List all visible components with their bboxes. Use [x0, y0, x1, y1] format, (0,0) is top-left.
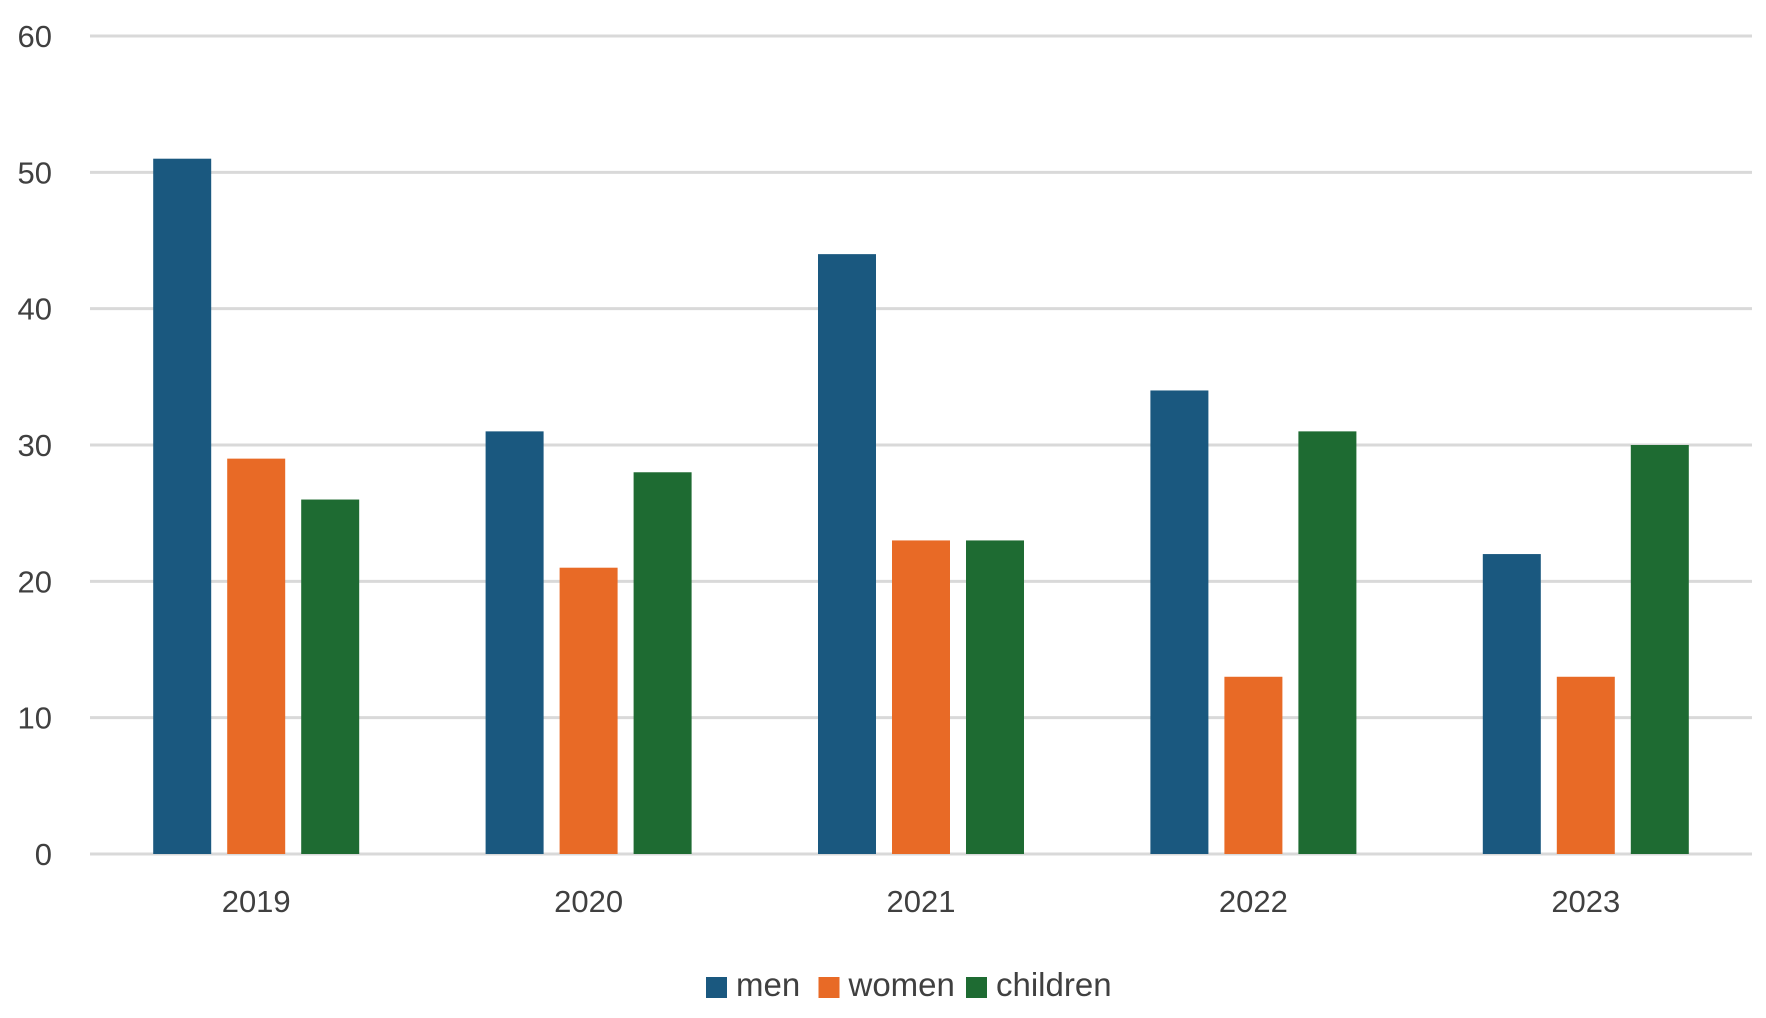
legend-swatch-children: [966, 977, 987, 998]
y-tick-label: 60: [18, 19, 52, 54]
y-tick-label: 50: [18, 155, 52, 190]
legend-swatch-men: [706, 977, 727, 998]
bar-children-2022: [1298, 431, 1357, 854]
y-tick-label: 0: [35, 837, 52, 872]
bar-men-2019: [153, 158, 212, 854]
x-tick-label: 2020: [554, 884, 623, 919]
bars: [153, 158, 1689, 855]
legend-label-women: women: [848, 966, 955, 1003]
bar-women-2023: [1556, 676, 1615, 854]
bar-women-2020: [559, 567, 618, 854]
y-tick-label: 30: [18, 428, 52, 463]
legend-label-children: children: [996, 966, 1112, 1003]
x-tick-label: 2019: [222, 884, 291, 919]
y-axis-ticks: 0 10 20 30 40 50 60: [18, 19, 52, 872]
bar-women-2022: [1224, 676, 1283, 854]
bar-children-2021: [966, 540, 1024, 854]
x-tick-label: 2021: [887, 884, 956, 919]
bar-men-2021: [818, 254, 876, 855]
bar-children-2019: [301, 499, 360, 854]
legend-swatch-women: [818, 977, 840, 998]
y-tick-label: 10: [18, 701, 52, 736]
bar-men-2020: [485, 431, 544, 854]
x-tick-label: 2022: [1219, 884, 1288, 919]
bar-children-2020: [633, 472, 692, 854]
y-tick-label: 40: [18, 292, 52, 327]
bar-men-2023: [1482, 554, 1541, 854]
x-axis-ticks: 2019 2020 2021 2022 2023: [222, 884, 1621, 919]
legend-label-men: men: [736, 966, 800, 1003]
y-tick-label: 20: [18, 564, 52, 599]
bar-men-2022: [1150, 390, 1209, 854]
bar-women-2021: [892, 540, 950, 854]
legend: men women children: [706, 966, 1112, 1003]
bar-women-2019: [227, 458, 286, 854]
x-tick-label: 2023: [1551, 884, 1620, 919]
bar-children-2023: [1630, 445, 1689, 854]
